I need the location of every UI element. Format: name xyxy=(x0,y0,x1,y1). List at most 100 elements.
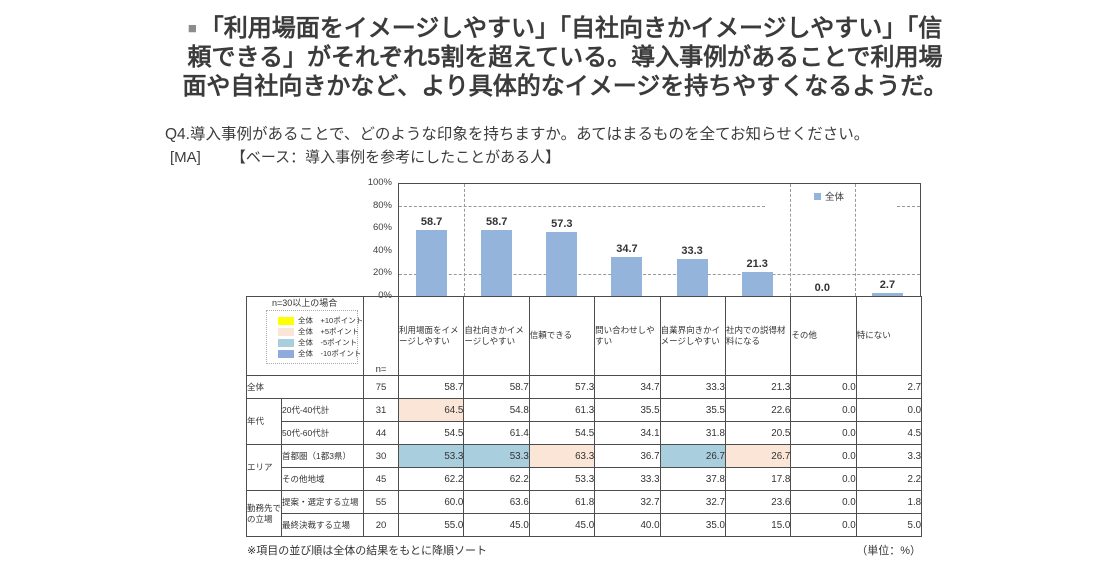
value-cell: 34.1 xyxy=(594,421,661,445)
value-cell: 62.2 xyxy=(463,467,530,491)
value-cell: 54.5 xyxy=(528,421,596,445)
value-cell: 54.5 xyxy=(397,421,465,445)
value-cell: 0.0 xyxy=(790,490,857,514)
value-cell: 32.7 xyxy=(594,490,661,514)
chart-bar xyxy=(546,231,578,296)
value-cell: 0.0 xyxy=(790,421,857,445)
chart-bar-label: 58.7 xyxy=(485,216,508,229)
category-column-header: 問い合わせしやすい xyxy=(594,296,661,376)
value-cell: 35.0 xyxy=(659,513,726,537)
row-n-value: 55 xyxy=(363,490,399,514)
value-cell: 57.3 xyxy=(528,375,596,399)
gridline-v xyxy=(854,184,856,296)
value-cell: 5.0 xyxy=(855,513,923,537)
chart-bar xyxy=(481,230,513,296)
y-axis-tick-label: 0% xyxy=(378,290,392,301)
ma-tag: [MA] xyxy=(170,149,201,166)
table-header-row: n= 利用場面をイメージしやすい 自社向きかイメージしやすい 信頼できる 問い合わせしや… xyxy=(246,296,923,376)
y-axis-tick-label: 100% xyxy=(367,177,392,188)
row-label: 提案・選定する立場 xyxy=(281,490,364,514)
value-cell: 3.3 xyxy=(855,444,923,468)
row-n-value: 75 xyxy=(363,375,399,399)
row-group-label: 全体 xyxy=(246,375,364,399)
legend-swatch-icon xyxy=(814,192,821,200)
value-cell: 40.0 xyxy=(594,513,661,537)
category-column-header: 信頼できる xyxy=(528,296,596,376)
row-label: 20代-40代計 xyxy=(281,398,364,422)
chart-legend: 全体 xyxy=(812,189,847,203)
n-column-header: n= xyxy=(363,296,399,376)
row-n-value: 30 xyxy=(363,444,399,468)
value-cell: 54.8 xyxy=(463,398,530,422)
square-bullet-icon: ■ xyxy=(187,20,197,37)
gridline-v xyxy=(464,184,466,296)
value-cell: 45.0 xyxy=(528,513,596,537)
value-cell: 35.5 xyxy=(659,398,726,422)
value-cell: 58.7 xyxy=(397,375,465,399)
value-cell: 61.8 xyxy=(528,490,596,514)
value-cell: 31.8 xyxy=(659,421,726,445)
table-row: エリア 首都圏（1都3県） 30 53.3 53.3 63.3 36.7 26.7 26.7 0.… xyxy=(246,444,923,491)
value-cell: 55.0 xyxy=(397,513,465,537)
question-text: Q4.導入事例があることで、どのような印象を持ちますか。あてはまるものを全てお知… xyxy=(165,126,870,143)
chart-bar-label: 34.7 xyxy=(616,243,638,256)
y-axis-tick-label: 20% xyxy=(372,267,392,279)
bar-chart-plot-area: 58.7 58.7 57.3 34.7 33.3 21.3 0.0 2.7 全体 xyxy=(398,183,921,296)
category-column-header: 自社向きかイメージしやすい xyxy=(463,296,530,376)
value-cell: 62.2 xyxy=(397,467,465,491)
value-cell: 33.3 xyxy=(659,375,726,399)
value-cell: 53.3 xyxy=(463,444,530,468)
value-cell: 26.7 xyxy=(724,444,792,468)
category-column-header: その他 xyxy=(790,296,857,376)
value-cell: 53.3 xyxy=(528,467,596,491)
category-column-header: 社内での説得材料になる xyxy=(724,296,792,376)
value-cell: 45.0 xyxy=(463,513,530,537)
value-cell: 0.0 xyxy=(790,375,857,399)
value-cell: 33.3 xyxy=(594,467,661,491)
value-cell: 2.7 xyxy=(855,375,923,399)
value-cell: 4.5 xyxy=(855,421,923,445)
value-cell: 60.0 xyxy=(397,490,465,514)
chart-bar xyxy=(676,258,708,296)
unit-note: （単位：%） xyxy=(856,545,921,557)
value-cell: 0.0 xyxy=(790,444,857,468)
value-cell: 23.6 xyxy=(724,490,792,514)
row-group-label: エリア xyxy=(246,444,282,491)
category-column-header: 特にない xyxy=(855,296,923,376)
value-cell: 35.5 xyxy=(594,398,661,422)
value-cell: 61.3 xyxy=(528,398,596,422)
value-cell: 2.2 xyxy=(855,467,923,491)
chart-bar-label: 57.3 xyxy=(551,217,573,230)
gridline-h-80 xyxy=(399,206,765,208)
value-cell: 63.3 xyxy=(528,444,596,468)
value-cell: 63.6 xyxy=(463,490,530,514)
headline: ■ 「利用場面をイメージしやすい」「自社向きかイメージしやすい」「信 頼できる」が… xyxy=(150,14,980,101)
headline-line-1: ■ 「利用場面をイメージしやすい」「自社向きかイメージしやすい」「信 xyxy=(150,14,980,43)
row-n-value: 20 xyxy=(363,513,399,537)
value-cell: 22.6 xyxy=(724,398,792,422)
y-axis-tick-label: 60% xyxy=(372,222,392,234)
table-row: 勤務先での立場 提案・選定する立場 55 60.0 63.6 61.8 32.7 32.7 23… xyxy=(246,490,923,537)
value-cell: 34.7 xyxy=(594,375,661,399)
table-row: 最終決裁する立場 20 55.0 45.0 45.0 40.0 35.0 15.0 0.0 5.0 xyxy=(247,513,923,537)
sort-note: ※項目の並び順は全体の結果をもとに降順ソート xyxy=(247,545,487,557)
chart-bar xyxy=(871,292,903,296)
value-cell: 53.3 xyxy=(397,444,465,468)
row-label: その他地域 xyxy=(281,467,364,491)
table-row: 50代-60代計 44 54.5 61.4 54.5 34.1 31.8 20.5 0.0 4.5 xyxy=(247,421,923,445)
results-table: n= 利用場面をイメージしやすい 自社向きかイメージしやすい 信頼できる 問い合わせしや… xyxy=(246,296,923,537)
headline-line-3: 面や自社向きかなど、より具体的なイメージを持ちやすくなるようだ。 xyxy=(182,73,948,100)
row-group-label: 勤務先での立場 xyxy=(246,490,282,537)
row-group-label: 年代 xyxy=(246,398,282,445)
row-label: 50代-60代計 xyxy=(281,421,364,445)
gridline-h-80 xyxy=(897,206,920,208)
value-cell: 37.8 xyxy=(659,467,726,491)
y-axis: 100% 80% 60% 40% 20% 0% xyxy=(328,177,392,301)
chart-bar-label: 21.3 xyxy=(746,258,768,271)
value-cell: 21.3 xyxy=(724,375,792,399)
value-cell: 17.8 xyxy=(724,467,792,491)
value-cell: 26.7 xyxy=(659,444,726,468)
value-cell: 32.7 xyxy=(659,490,726,514)
value-cell: 58.7 xyxy=(463,375,530,399)
